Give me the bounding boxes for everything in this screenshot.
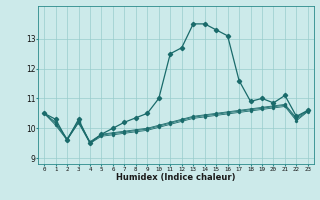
X-axis label: Humidex (Indice chaleur): Humidex (Indice chaleur) — [116, 173, 236, 182]
